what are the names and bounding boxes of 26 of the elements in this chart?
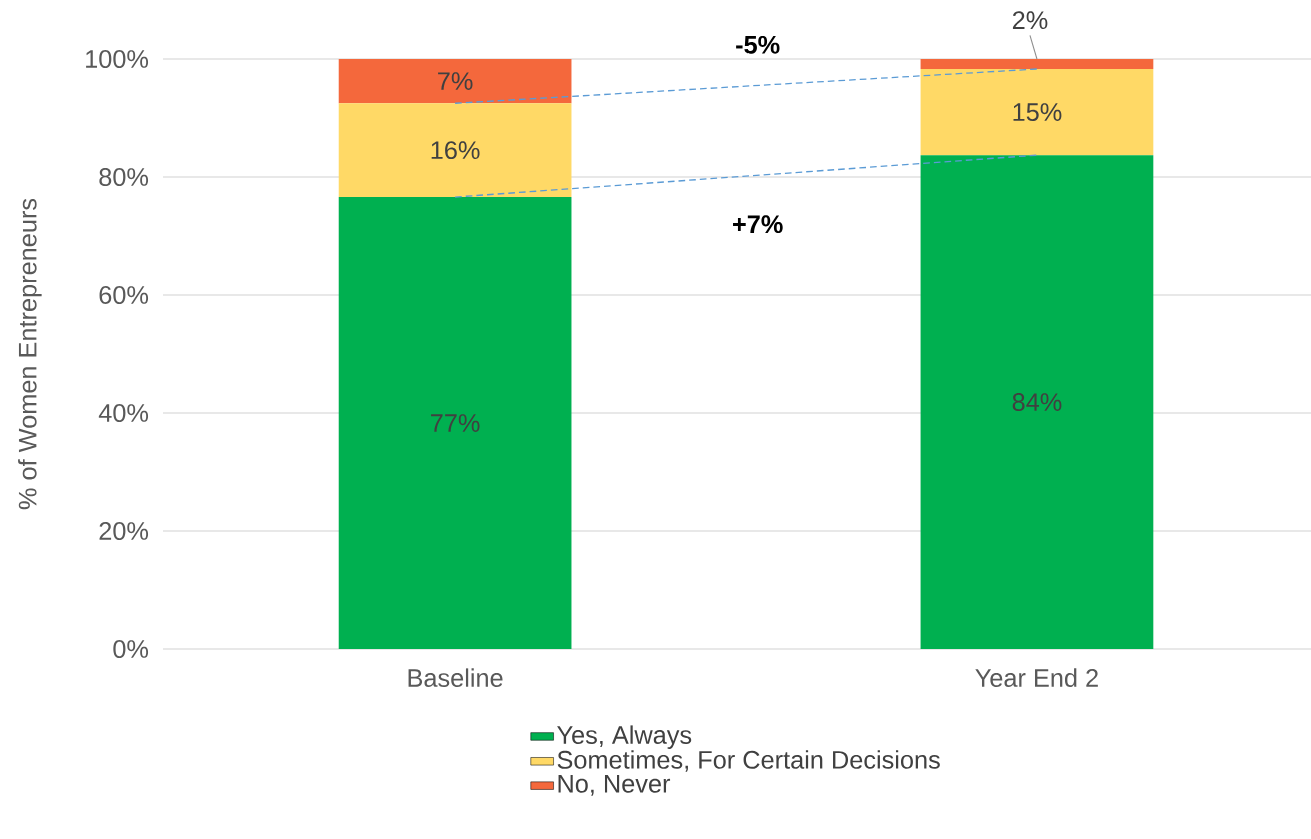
data-label: 77% <box>431 414 480 432</box>
legend-label: No, Never <box>558 775 671 796</box>
y-tick-label: 100% <box>86 50 149 68</box>
text: -5% <box>736 35 780 54</box>
bar <box>338 59 572 104</box>
y-tick-label: 20% <box>99 522 149 540</box>
data-label: 7% <box>438 72 473 90</box>
x-tick-label: Year End 2 <box>975 668 1098 687</box>
y-tick-label: 40% <box>98 404 149 422</box>
y-tick-label: 60% <box>99 286 149 304</box>
y-tick-label: 0% <box>113 640 149 658</box>
bar <box>920 69 1154 156</box>
data-label: 15% <box>1013 103 1062 122</box>
bar <box>920 155 1154 649</box>
legend-label: Yes, Always <box>557 725 692 749</box>
bar <box>920 59 1154 70</box>
data-label: 16% <box>431 141 480 160</box>
bar <box>338 103 572 198</box>
bar <box>338 197 572 649</box>
x-tick-label: Baseline <box>408 668 503 687</box>
annotation: +7% <box>733 215 783 234</box>
data-label: 84% <box>1012 393 1062 412</box>
y-axis-title: % of Women Entrepreneurs <box>18 198 42 510</box>
y-tick-label: 80% <box>99 168 149 186</box>
legend-label: Sometimes, For Certain Decisions <box>557 750 940 772</box>
data-label: 2% <box>1012 11 1048 30</box>
